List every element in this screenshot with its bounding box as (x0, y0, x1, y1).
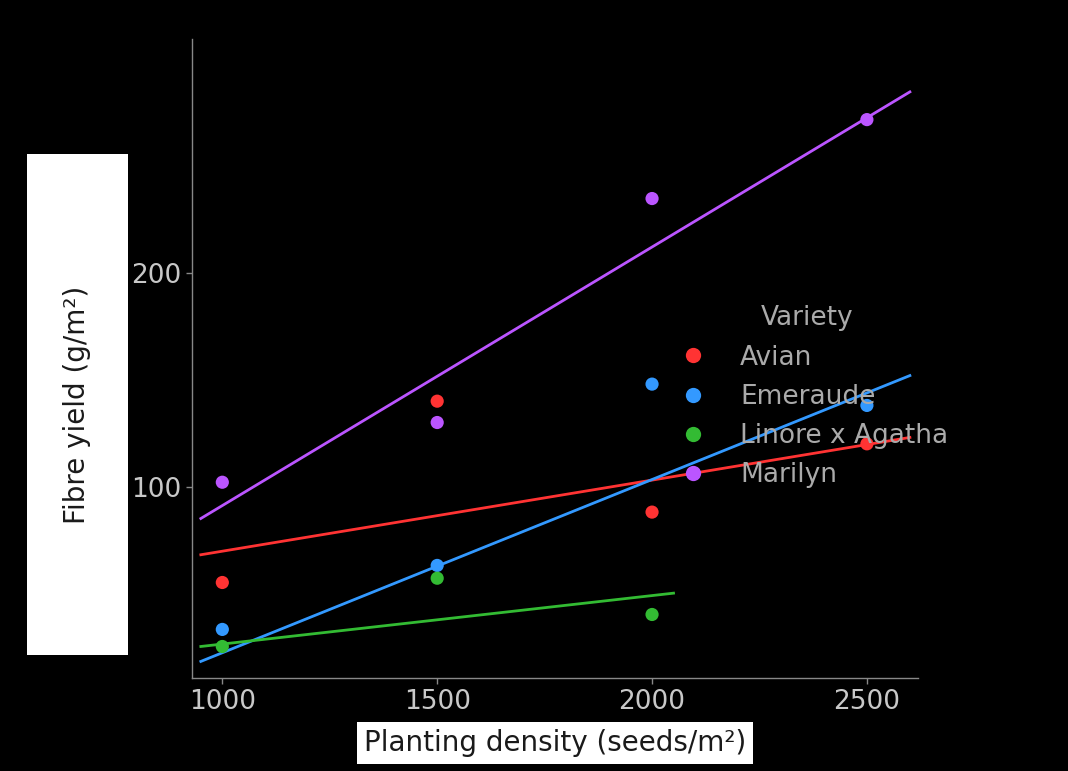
Legend: Avian, Emeraude, Linore x Agatha, Marilyn: Avian, Emeraude, Linore x Agatha, Marily… (656, 295, 959, 499)
Point (644, 193, 661, 205)
Point (644, 378, 661, 390)
Point (214, 476, 231, 488)
Point (859, 438, 876, 450)
Text: Fibre yield (g/m²): Fibre yield (g/m²) (63, 285, 92, 524)
X-axis label: Planting density (seeds/m²): Planting density (seeds/m²) (364, 729, 747, 757)
Point (214, 577, 231, 589)
Point (428, 559, 445, 571)
Point (644, 506, 661, 518)
Point (428, 572, 445, 584)
Point (214, 640, 231, 652)
Point (428, 416, 445, 429)
Point (859, 399, 876, 412)
Point (428, 395, 445, 407)
Point (214, 623, 231, 635)
Point (859, 113, 876, 126)
Point (644, 608, 661, 621)
